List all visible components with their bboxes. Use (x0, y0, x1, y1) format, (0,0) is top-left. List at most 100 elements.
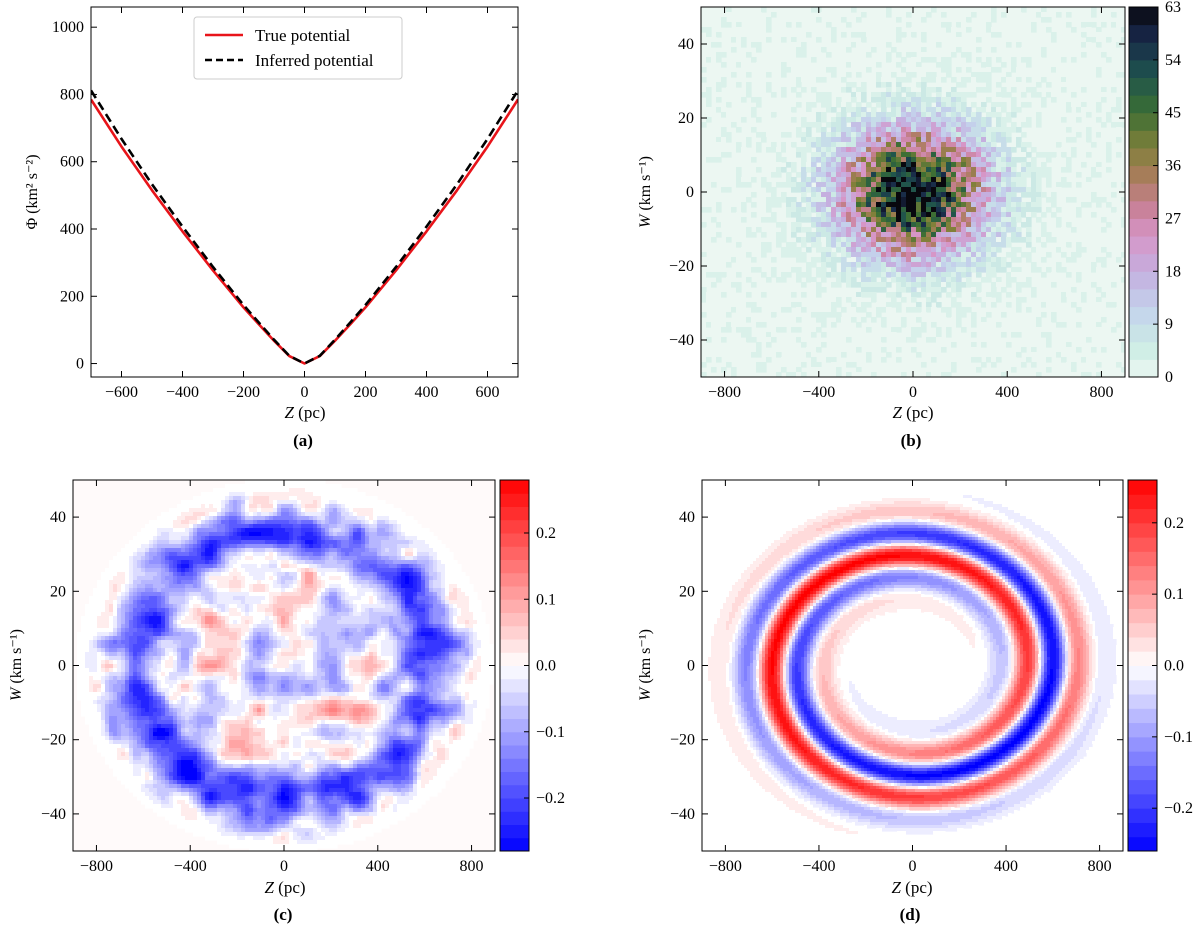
b-heatmap-cell (991, 222, 997, 228)
b-colorbar-tick-label: 54 (1165, 52, 1181, 69)
b-heatmap-cell (966, 182, 972, 188)
b-heatmap-cell (776, 162, 782, 168)
b-heatmap-cell (901, 227, 907, 233)
b-heatmap-cell (956, 162, 962, 168)
b-heatmap-cell (856, 157, 862, 163)
c-heatmap-cell (353, 544, 358, 549)
c-heatmap-cell (277, 484, 282, 489)
c-heatmap-cell (169, 556, 174, 561)
b-heatmap-cell (846, 212, 852, 218)
b-heatmap-cell (826, 187, 832, 193)
b-heatmap-cell (961, 147, 967, 153)
b-heatmap-cell (876, 112, 882, 118)
c-heatmap-cell (397, 560, 402, 565)
b-heatmap-cell (991, 217, 997, 223)
b-heatmap-cell (816, 227, 822, 233)
c-heatmap-cell (197, 560, 202, 565)
c-heatmap-cell (273, 564, 278, 569)
b-heatmap-cell (826, 132, 832, 138)
c-heatmap-cell (365, 536, 370, 541)
b-heatmap-cell (1066, 182, 1072, 188)
c-heatmap-cell (433, 536, 438, 541)
c-heatmap-cell (297, 480, 302, 485)
c-heatmap-cell (349, 488, 354, 493)
b-heatmap-cell (951, 222, 957, 228)
b-heatmap-cell (921, 102, 927, 108)
c-heatmap-cell (437, 584, 442, 589)
c-heatmap-cell (397, 508, 402, 513)
c-heatmap-cell (305, 532, 310, 537)
b-heatmap-cell (751, 7, 757, 13)
b-heatmap-cell (956, 187, 962, 193)
b-heatmap-cell (751, 202, 757, 208)
c-heatmap-cell (257, 496, 262, 501)
c-heatmap-cell (189, 564, 194, 569)
c-heatmap-cell (333, 548, 338, 553)
b-heatmap-cell (896, 87, 902, 93)
b-heatmap-cell (1026, 357, 1032, 363)
b-heatmap-cell (746, 92, 752, 98)
c-heatmap-cell (345, 572, 350, 577)
b-heatmap-cell (946, 122, 952, 128)
b-heatmap-cell (1061, 322, 1067, 328)
b-heatmap-cell (1071, 372, 1077, 377)
c-heatmap-cell (345, 584, 350, 589)
c-heatmap-cell (269, 540, 274, 545)
b-heatmap-cell (841, 247, 847, 253)
c-heatmap-cell (349, 496, 354, 501)
b-heatmap-cell (936, 147, 942, 153)
b-heatmap-cell (861, 97, 867, 103)
b-heatmap-cell (1046, 182, 1052, 188)
b-heatmap-cell (951, 77, 957, 83)
b-heatmap-cell (931, 197, 937, 203)
b-heatmap-cell (871, 297, 877, 303)
c-heatmap-cell (245, 588, 250, 593)
b-heatmap-cell (826, 157, 832, 163)
c-heatmap-cell (201, 508, 206, 513)
b-heatmap-cell (816, 282, 822, 288)
b-heatmap-cell (1116, 42, 1122, 48)
b-heatmap-cell (936, 292, 942, 298)
b-heatmap-cell (1061, 182, 1067, 188)
b-heatmap-cell (821, 222, 827, 228)
b-heatmap-cell (831, 142, 837, 148)
b-heatmap-cell (796, 327, 802, 333)
b-heatmap-cell (951, 227, 957, 233)
b-heatmap-cell (821, 102, 827, 108)
c-heatmap-cell (225, 488, 230, 493)
c-heatmap-cell (381, 588, 386, 593)
b-heatmap-cell (761, 177, 767, 183)
b-heatmap-cell (736, 327, 742, 333)
b-heatmap-cell (856, 272, 862, 278)
b-heatmap-cell (961, 312, 967, 318)
b-heatmap-cell (856, 132, 862, 138)
b-heatmap-cell (931, 147, 937, 153)
b-heatmap-cell (781, 227, 787, 233)
c-heatmap-cell (257, 516, 262, 521)
c-heatmap-cell (301, 572, 306, 577)
b-heatmap-cell (886, 117, 892, 123)
b-heatmap-cell (851, 302, 857, 308)
c-heatmap-cell (161, 556, 166, 561)
b-heatmap-cell (901, 187, 907, 193)
b-heatmap-cell (871, 147, 877, 153)
c-heatmap-cell (237, 512, 242, 517)
b-heatmap-cell (806, 217, 812, 223)
b-heatmap-cell (1016, 332, 1022, 338)
c-heatmap-cell (133, 540, 138, 545)
c-heatmap-cell (145, 576, 150, 581)
c-heatmap-cell (129, 584, 134, 589)
b-heatmap-cell (896, 182, 902, 188)
b-heatmap-cell (766, 197, 772, 203)
b-heatmap-cell (731, 37, 737, 43)
b-heatmap-cell (856, 262, 862, 268)
b-heatmap-cell (801, 362, 807, 368)
b-heatmap-cell (841, 112, 847, 118)
c-heatmap-cell (245, 516, 250, 521)
b-heatmap-cell (1096, 287, 1102, 293)
b-heatmap-cell (1051, 67, 1057, 73)
b-heatmap-cell (816, 362, 822, 368)
b-heatmap-cell (1036, 317, 1042, 323)
b-heatmap-cell (1011, 227, 1017, 233)
c-heatmap-cell (457, 584, 462, 589)
